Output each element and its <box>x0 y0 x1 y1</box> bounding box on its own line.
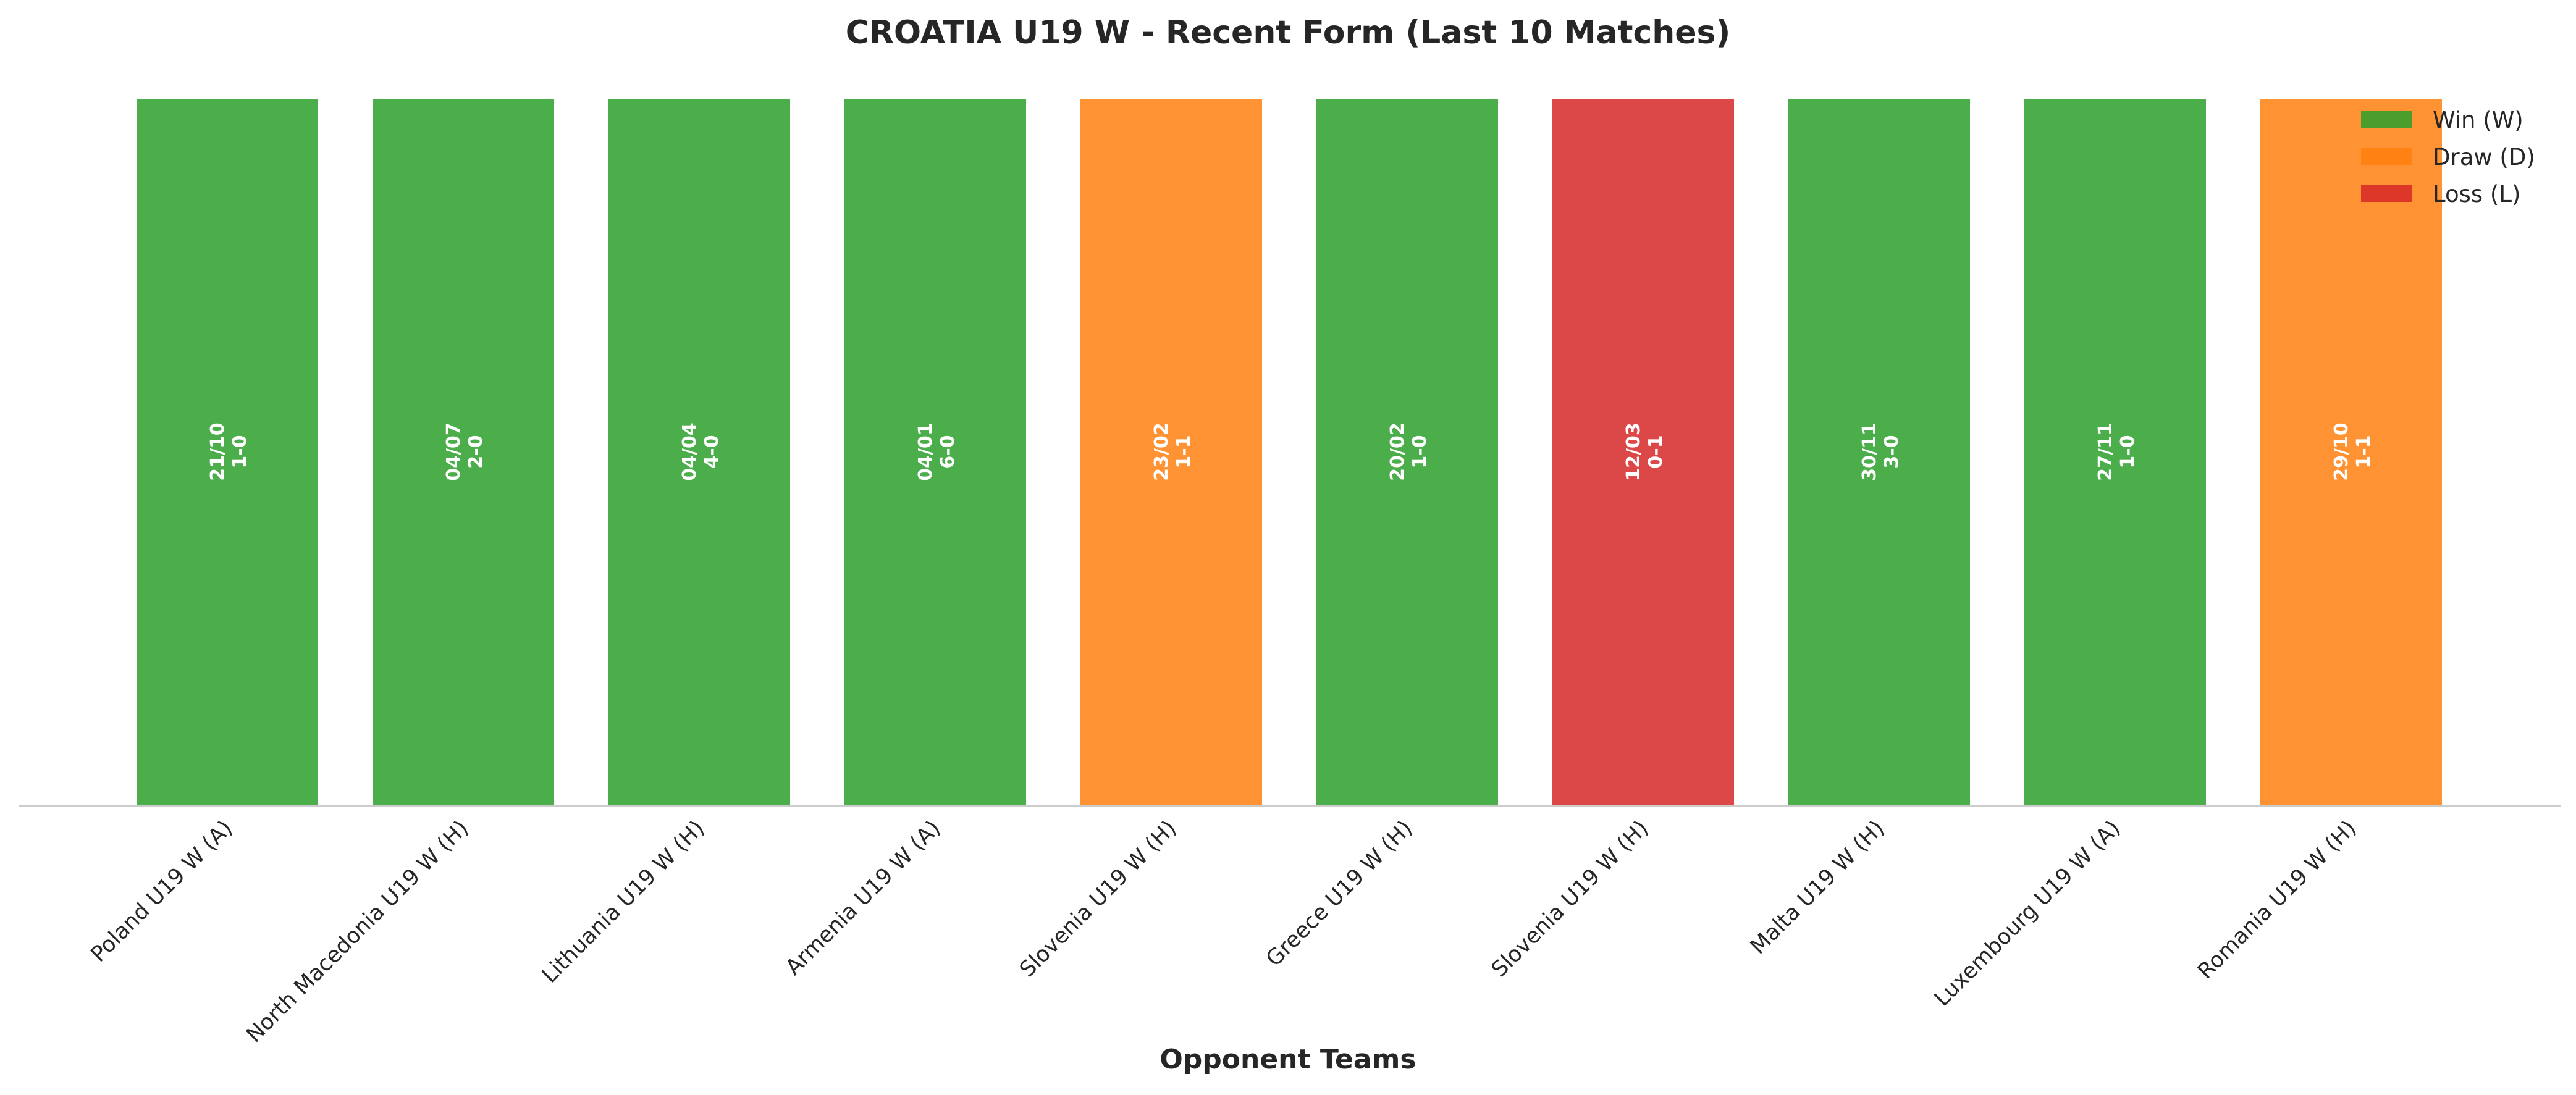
bar-score: 0-1 <box>1645 435 1667 468</box>
bar-2 <box>370 96 557 807</box>
bar-score: 1-0 <box>229 435 251 468</box>
bar-score: 6-0 <box>937 435 959 468</box>
legend-label-w: Win (W) <box>2433 107 2523 133</box>
bar-label-7: 12/030-1 <box>1623 422 1667 480</box>
bar-score: 2-0 <box>465 435 487 468</box>
bar-date: 21/10 <box>207 422 229 480</box>
legend-label-l: Loss (L) <box>2433 181 2520 208</box>
bar-label-10: 29/101-1 <box>2331 422 2375 480</box>
x-tick-label-2: North Macedonia U19 W (H) <box>242 816 473 1047</box>
bar-3 <box>606 96 793 807</box>
legend-swatch-l <box>2361 185 2412 202</box>
x-tick-label-10: Romania U19 W (H) <box>2193 816 2361 984</box>
bar-score: 1-1 <box>1173 435 1195 468</box>
bar-date: 23/02 <box>1151 422 1172 480</box>
x-tick-label-7: Slovenia U19 W (H) <box>1487 816 1653 982</box>
bar-label-2: 04/072-0 <box>443 422 487 480</box>
bar-label-4: 04/016-0 <box>915 422 959 480</box>
bar-10 <box>2258 96 2444 807</box>
x-tick-label-4: Armenia U19 W (A) <box>781 816 945 980</box>
x-tick-label-8: Malta U19 W (H) <box>1746 816 1889 959</box>
bar-label-8: 30/113-0 <box>1859 422 1903 480</box>
bar-date: 29/10 <box>2331 422 2352 480</box>
x-tick-label-5: Slovenia U19 W (H) <box>1015 816 1181 982</box>
bar-score: 3-0 <box>1881 435 1903 468</box>
bar-date: 27/11 <box>2095 422 2116 480</box>
bar-date: 04/07 <box>443 422 465 480</box>
bar-labels-group: 21/101-0 04/072-0 04/044-0 04/016-0 23/021-1… <box>207 422 2375 480</box>
bar-label-9: 27/111-0 <box>2095 422 2139 480</box>
bar-1 <box>134 96 321 807</box>
legend: Win (W) Draw (D) Loss (L) <box>2361 107 2535 208</box>
legend-swatch-w <box>2361 111 2412 128</box>
bar-label-3: 04/044-0 <box>679 422 723 480</box>
x-tick-label-9: Luxembourg U19 W (A) <box>1930 816 2125 1011</box>
bar-5 <box>1078 96 1265 807</box>
bar-date: 04/01 <box>915 422 937 480</box>
bar-score: 4-0 <box>701 435 723 468</box>
bars-group <box>134 96 2444 807</box>
bar-label-1: 21/101-0 <box>207 422 251 480</box>
chart-title: CROATIA U19 W - Recent Form (Last 10 Mat… <box>846 14 1731 51</box>
legend-swatch-d <box>2361 148 2412 165</box>
bar-8 <box>1786 96 1972 807</box>
bar-date: 20/02 <box>1387 422 1408 480</box>
bar-6 <box>1314 96 1501 807</box>
x-tick-labels-group: Poland U19 W (A) North Macedonia U19 W (H… <box>86 816 2362 1047</box>
legend-label-d: Draw (D) <box>2433 144 2535 170</box>
x-axis-label: Opponent Teams <box>1160 1044 1416 1075</box>
bar-date: 04/04 <box>679 422 701 480</box>
x-tick-label-6: Greece U19 W (H) <box>1261 816 1417 971</box>
bar-label-6: 20/021-0 <box>1387 422 1431 480</box>
bar-date: 30/11 <box>1859 422 1880 480</box>
bar-label-5: 23/021-1 <box>1151 422 1195 480</box>
x-tick-label-3: Lithuania U19 W (H) <box>537 816 710 988</box>
bar-score: 1-0 <box>2117 435 2139 468</box>
bar-date: 12/03 <box>1623 422 1644 480</box>
x-tick-label-1: Poland U19 W (A) <box>86 816 238 967</box>
bar-4 <box>842 96 1029 807</box>
bar-score: 1-1 <box>2353 435 2375 468</box>
bar-score: 1-0 <box>1409 435 1431 468</box>
